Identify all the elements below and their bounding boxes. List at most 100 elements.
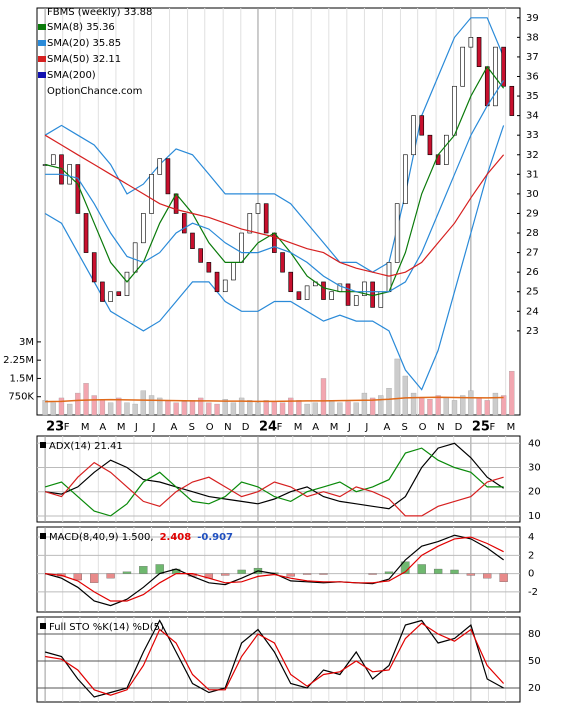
x-tick-label: M: [117, 422, 126, 433]
title-swatch: [40, 623, 46, 629]
indicator-line: [44, 447, 504, 517]
x-tick-label: S: [401, 422, 407, 433]
legend-swatch: [38, 40, 46, 46]
candle: [124, 271, 130, 296]
x-tick-label: O: [206, 422, 214, 433]
volume-bar: [451, 400, 458, 416]
volume-bar: [263, 400, 269, 416]
x-tick-label: M: [330, 422, 339, 433]
candle: [181, 213, 187, 234]
y-tick-label: 26: [526, 267, 539, 278]
indicator-line: [45, 622, 505, 696]
histogram-bar: [90, 573, 99, 583]
y2-tick-label: 1.5M: [9, 373, 34, 384]
panel-title: MACD(8,40,9) 1.500, 2.408 -0.907: [49, 532, 233, 543]
candle: [239, 232, 244, 263]
volume-bar: [509, 370, 515, 416]
candle: [403, 154, 408, 204]
volume-bar: [443, 397, 449, 416]
x-tick-label: D: [455, 422, 463, 433]
volume-bar: [148, 395, 155, 416]
candle: [509, 85, 515, 116]
volume-bar: [361, 392, 368, 416]
title-swatch: [40, 533, 46, 539]
x-tick-label: J: [364, 422, 368, 433]
histogram-bar: [73, 573, 82, 581]
volume-bar: [337, 402, 343, 416]
candle: [149, 174, 154, 214]
candle: [345, 283, 351, 306]
indicator-line: [45, 536, 504, 602]
candle: [468, 37, 474, 48]
title-swatch: [40, 442, 46, 448]
volume-bar: [206, 402, 212, 416]
x-tick-label: D: [242, 422, 250, 433]
y-tick-label: 29: [526, 208, 539, 219]
y-tick-label: 0: [528, 569, 534, 580]
candle: [214, 271, 220, 293]
volume-bar: [304, 403, 310, 416]
histogram-bar: [106, 573, 115, 579]
volume-bar: [58, 397, 65, 416]
legend-label: SMA(20) 35.85: [47, 38, 121, 49]
y-tick-label: 20: [528, 683, 541, 694]
indicator-line: [44, 619, 504, 698]
volume-bar: [140, 390, 147, 416]
y-tick-label: 33: [526, 130, 539, 141]
histogram-bar: [417, 564, 426, 574]
y-tick-label: 32: [526, 150, 539, 161]
candle: [460, 46, 465, 87]
candle: [231, 262, 236, 281]
y-tick-label: 27: [526, 248, 539, 259]
candle: [394, 203, 400, 263]
sma-line: [44, 65, 505, 297]
volume-bar: [353, 402, 359, 416]
y-tick-label: 35: [526, 91, 539, 102]
candle: [362, 281, 367, 296]
candle: [476, 37, 482, 68]
y-tick-label: 80: [528, 629, 541, 640]
histogram-bar: [122, 571, 132, 574]
histogram-bar: [483, 573, 492, 579]
candle: [353, 295, 359, 306]
candle: [484, 66, 490, 107]
x-tick-label: N: [437, 422, 444, 433]
candle: [263, 203, 269, 234]
y-tick-label: 36: [526, 71, 539, 82]
panel-title: Full STO %K(14) %D(5): [49, 622, 164, 633]
volume-bar: [238, 397, 245, 416]
volume-bar: [369, 397, 376, 416]
x-tick-label: S: [189, 422, 195, 433]
volume-bar: [312, 402, 318, 416]
x-tick-label: M: [294, 422, 303, 433]
y-tick-label: 34: [526, 111, 539, 122]
legend-label: SMA(200): [47, 70, 96, 81]
volume-bar: [320, 378, 327, 416]
x-tick-label: M: [81, 422, 90, 433]
histogram-bar: [368, 573, 377, 575]
candle: [427, 134, 433, 156]
volume-bar: [427, 399, 433, 416]
x-tick-label: F: [277, 422, 283, 433]
volume-bar: [345, 401, 351, 416]
histogram-bar: [466, 573, 476, 576]
histogram-bar: [302, 573, 312, 575]
y-tick-label: 31: [526, 169, 539, 180]
candle: [108, 291, 113, 302]
histogram-bar: [384, 571, 394, 574]
histogram-bar: [237, 569, 246, 574]
volume-bar: [402, 375, 409, 416]
x-tick-label: 23: [46, 420, 64, 435]
x-tick-label: 24: [259, 420, 277, 435]
volume-bar: [500, 395, 507, 416]
y-tick-label: 30: [528, 462, 541, 473]
x-tick-label: A: [99, 422, 106, 433]
volume-bar: [271, 401, 278, 416]
volume-bar: [230, 402, 237, 416]
candle: [304, 285, 310, 300]
candle: [157, 158, 163, 175]
volume-bar: [124, 402, 130, 416]
volume-average: [45, 396, 504, 403]
candle: [247, 213, 253, 234]
